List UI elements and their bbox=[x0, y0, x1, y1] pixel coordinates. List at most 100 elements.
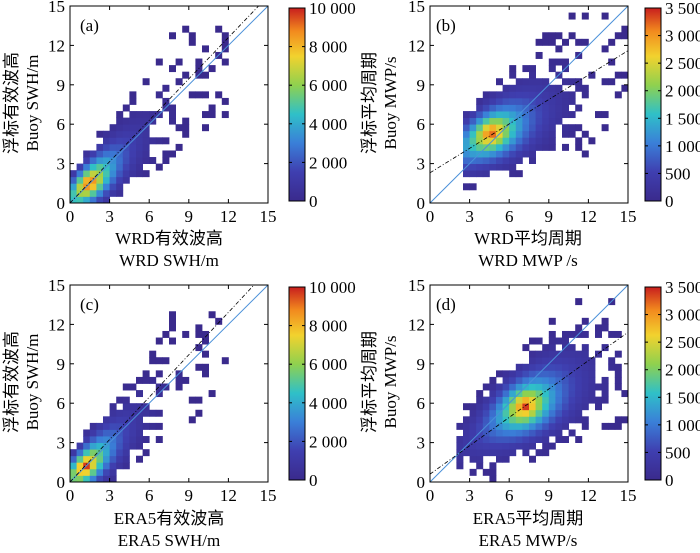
heatmap-cell bbox=[109, 176, 117, 184]
heatmap-cell bbox=[476, 436, 484, 443]
colorbar-tick-label: 4 000 bbox=[309, 115, 347, 134]
heatmap-cell bbox=[601, 324, 609, 332]
heatmap-cell bbox=[142, 117, 150, 125]
heatmap-cell bbox=[562, 403, 569, 411]
heatmap-cell bbox=[83, 449, 91, 457]
heatmap-cell bbox=[496, 390, 503, 398]
heatmap-cell bbox=[568, 390, 576, 398]
panel-c: 0 3 6 9 12 15 0 3 6 9 12 15 (c) ERA5有效波高 ERA5 SWH/m… bbox=[2, 276, 356, 550]
heatmap-cell bbox=[496, 455, 503, 463]
heatmap-cell bbox=[469, 403, 477, 411]
heatmap-cell bbox=[469, 409, 477, 417]
heatmap-cell bbox=[221, 32, 229, 40]
heatmap-cell bbox=[482, 130, 490, 138]
heatmap-cell bbox=[155, 163, 163, 171]
heatmap-cell bbox=[515, 97, 523, 105]
heatmap-cell bbox=[542, 390, 550, 398]
heatmap-cell bbox=[463, 150, 470, 158]
y-tick-label: 9 bbox=[57, 355, 66, 374]
colorbar-tick-label: 2 000 bbox=[665, 82, 700, 101]
colorbar-c: 0 2 000 4 000 6 000 8 000 10 000 bbox=[288, 278, 356, 490]
heatmap-cell bbox=[496, 150, 503, 158]
heatmap-cell bbox=[542, 124, 550, 132]
heatmap-cell bbox=[109, 468, 117, 476]
colorbar-tick-label: 2 000 bbox=[309, 432, 347, 451]
heatmap-cell bbox=[70, 455, 77, 463]
heatmap-cell bbox=[463, 111, 470, 119]
heatmap-cell bbox=[529, 84, 536, 92]
heatmap-cell bbox=[482, 170, 490, 178]
heatmap-cell bbox=[509, 449, 517, 457]
heatmap-cell bbox=[208, 311, 216, 319]
heatmap-cell bbox=[581, 370, 589, 378]
heatmap-cell bbox=[122, 130, 130, 138]
colorbar-gradient-d bbox=[644, 286, 662, 481]
heatmap-cell bbox=[535, 143, 543, 151]
heatmap-cell bbox=[588, 71, 596, 79]
heatmap-cell bbox=[476, 104, 484, 112]
heatmap-cell bbox=[142, 409, 150, 417]
y-tick-label: 0 bbox=[417, 473, 426, 492]
heatmap-cell bbox=[555, 97, 563, 105]
heatmap-cell bbox=[509, 170, 517, 178]
heatmap-cell bbox=[522, 436, 530, 443]
heatmap-cell bbox=[529, 143, 536, 151]
heatmap-cell bbox=[502, 429, 510, 437]
heatmap-cell bbox=[509, 84, 517, 92]
heatmap-cell bbox=[555, 104, 563, 112]
heatmap-cell bbox=[482, 429, 490, 437]
heatmap-cell bbox=[562, 409, 569, 417]
heatmap-cell bbox=[476, 442, 484, 450]
heatmap-cell bbox=[89, 429, 97, 437]
heatmap-cell bbox=[575, 370, 583, 378]
heatmap-cell bbox=[555, 416, 563, 424]
x-tick-label: 6 bbox=[505, 207, 514, 226]
heatmap-cell bbox=[529, 370, 536, 378]
heatmap-cell bbox=[476, 449, 484, 457]
axes-frame-d bbox=[429, 284, 629, 483]
heatmap-cell bbox=[562, 91, 569, 99]
heatmap-cell bbox=[522, 130, 530, 138]
heatmap-cell bbox=[476, 163, 484, 171]
heatmap-cell bbox=[555, 436, 563, 443]
colorbar-tick-label: 500 bbox=[665, 164, 691, 183]
heatmap-cell bbox=[529, 111, 536, 119]
heatmap-cell bbox=[122, 449, 130, 457]
heatmap-cell bbox=[575, 357, 583, 365]
heatmap-cell bbox=[202, 91, 209, 99]
x-tick-label: 15 bbox=[260, 486, 277, 505]
heatmap-cell bbox=[482, 383, 490, 391]
heatmap-cell bbox=[555, 396, 563, 404]
heatmap-cell bbox=[542, 383, 550, 391]
heatmap-cell bbox=[136, 157, 143, 164]
heatmap-cell bbox=[515, 137, 523, 145]
heatmap-cell bbox=[136, 111, 143, 119]
heatmap-cell bbox=[195, 58, 203, 66]
heatmap-cell bbox=[529, 403, 536, 411]
heatmap-cell bbox=[463, 422, 470, 430]
ylabel-en-d: Buoy MWP/s bbox=[381, 335, 400, 428]
heatmap-cell bbox=[509, 376, 517, 384]
heatmap-cell bbox=[568, 383, 576, 391]
heatmap-cell bbox=[509, 130, 517, 138]
heatmap-cell bbox=[89, 468, 97, 476]
heatmap-cell bbox=[555, 383, 563, 391]
heatmap-cell bbox=[489, 97, 497, 105]
heatmap-cell bbox=[535, 416, 543, 424]
heatmap-cell bbox=[142, 143, 150, 151]
heatmap-cell bbox=[529, 71, 536, 79]
heatmap-cell bbox=[502, 409, 510, 417]
heatmap-cell bbox=[535, 449, 543, 457]
heatmap-cell bbox=[463, 436, 470, 443]
heatmap-cell bbox=[182, 130, 190, 138]
heatmap-cell bbox=[496, 396, 503, 404]
heatmap-cell bbox=[122, 163, 130, 171]
heatmap-cell bbox=[614, 422, 622, 430]
heatmap-cell bbox=[162, 84, 170, 92]
ylabel-cn-c: 浮标有效波高 bbox=[2, 331, 21, 433]
x-tick-label: 9 bbox=[545, 486, 554, 505]
heatmap-cell bbox=[136, 170, 143, 178]
colorbar-tick-label: 10 000 bbox=[309, 278, 356, 297]
heatmap-cell bbox=[581, 376, 589, 384]
heatmap-cell bbox=[122, 409, 130, 417]
